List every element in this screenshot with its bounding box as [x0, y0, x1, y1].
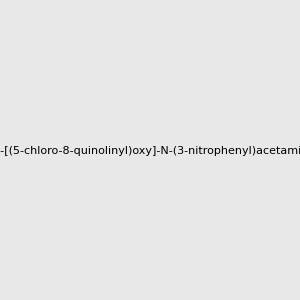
Text: 2-[(5-chloro-8-quinolinyl)oxy]-N-(3-nitrophenyl)acetamide: 2-[(5-chloro-8-quinolinyl)oxy]-N-(3-nitr…	[0, 146, 300, 157]
